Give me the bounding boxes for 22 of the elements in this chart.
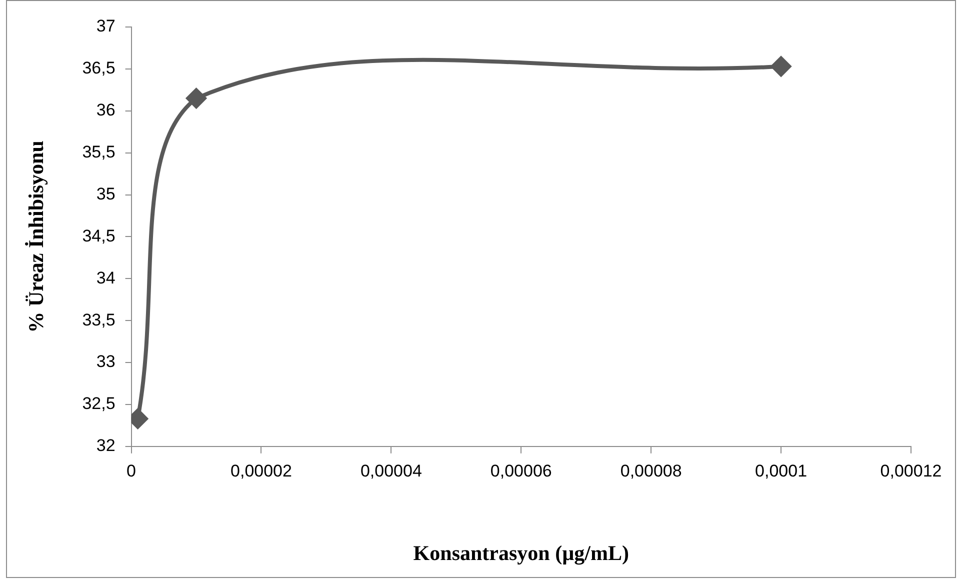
x-tick-label: 0,00012 <box>880 461 942 480</box>
x-tick-label: 0,00008 <box>620 461 682 480</box>
y-tick-label: 35,5 <box>82 142 116 162</box>
y-tick-label: 34 <box>96 268 116 288</box>
y-tick-label: 34,5 <box>82 226 116 246</box>
point <box>186 88 206 108</box>
y-tick-label: 33,5 <box>82 310 116 330</box>
y-axis-title: % Üreaz İnhibisyonu <box>24 140 48 333</box>
y-tick-label: 32,5 <box>82 394 116 414</box>
x-tick-label: 0 <box>126 461 136 480</box>
y-tick-label: 32 <box>96 436 116 456</box>
x-tick-label: 0,00006 <box>490 461 552 480</box>
y-tick-label: 37 <box>96 16 116 36</box>
x-tick-label: 0,00004 <box>360 461 422 480</box>
x-tick-label: 0,0001 <box>755 461 808 480</box>
x-axis-title: Konsantrasyon (µg/mL) <box>413 540 629 565</box>
x-tick-label: 0,00002 <box>230 461 292 480</box>
y-tick-label: 36,5 <box>82 58 116 78</box>
y-tick-label: 33 <box>96 352 116 372</box>
y-tick-label: 35 <box>96 184 116 204</box>
point <box>771 56 792 76</box>
y-tick-label: 36 <box>96 100 116 120</box>
